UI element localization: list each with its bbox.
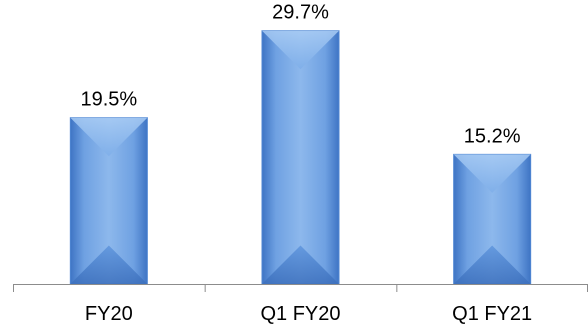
bar-bevel-top: [262, 30, 339, 70]
bar-bevel-bottom: [262, 245, 339, 284]
data-label: 15.2%: [464, 125, 521, 147]
x-tick-label: Q1 FY20: [260, 303, 340, 325]
data-label: 29.7%: [272, 2, 329, 24]
bars-layer: [69, 30, 532, 285]
x-axis: [13, 284, 588, 292]
bar-bevel-top: [453, 154, 531, 193]
bar-bevel-bottom: [70, 245, 148, 284]
bar-bevel-bottom: [453, 245, 531, 284]
x-tick-label: Q1 FY21: [452, 303, 532, 325]
bar-3: [453, 153, 532, 285]
bar-bevel-top: [70, 117, 148, 157]
bar-1: [69, 117, 148, 285]
data-label: 19.5%: [80, 89, 137, 111]
bar-2: [261, 30, 340, 285]
labels-layer: 19.5% FY20 29.7% Q1 FY20 15.2% Q1 FY21: [80, 2, 532, 325]
x-tick-label: FY20: [85, 303, 133, 325]
